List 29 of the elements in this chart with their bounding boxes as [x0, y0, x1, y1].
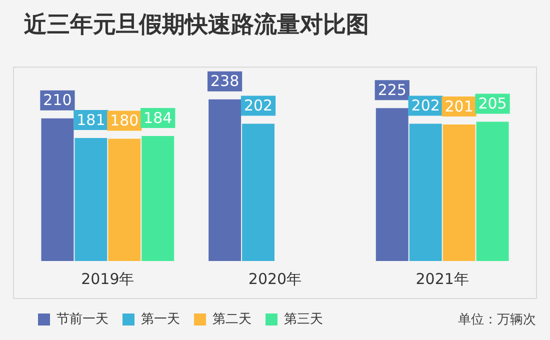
- legend-label: 第二天: [212, 312, 252, 327]
- data-label: 205: [478, 94, 507, 113]
- bar: [242, 124, 274, 261]
- bar: [409, 124, 442, 261]
- data-label: 180: [110, 112, 139, 130]
- text: 单位：万辆次: [458, 312, 536, 328]
- bar: [376, 108, 408, 261]
- bar: [41, 118, 74, 261]
- x-tick-label: 2021年: [416, 270, 469, 288]
- data-label: 210: [43, 91, 72, 110]
- x-tick-label: 2020年: [248, 270, 302, 288]
- data-label: 238: [210, 72, 240, 90]
- legend-label: 第一天: [141, 312, 180, 327]
- data-label: 225: [378, 81, 406, 100]
- data-label: 184: [144, 108, 172, 127]
- bar: [108, 138, 141, 261]
- chart-title: 近三年元旦假期快速路流量对比图: [23, 10, 369, 38]
- data-label: 201: [444, 97, 474, 116]
- bar: [476, 122, 509, 261]
- bar: [142, 136, 174, 261]
- data-label: 202: [244, 96, 273, 115]
- legend-label: 第三天: [284, 312, 323, 327]
- bar: [442, 124, 476, 261]
- bar: [74, 138, 108, 261]
- x-tick-label: 2019年: [81, 270, 134, 288]
- bar: [208, 99, 242, 261]
- data-label: 202: [411, 96, 440, 115]
- legend-label: 节前一天: [56, 312, 108, 327]
- data-label: 181: [76, 110, 106, 129]
